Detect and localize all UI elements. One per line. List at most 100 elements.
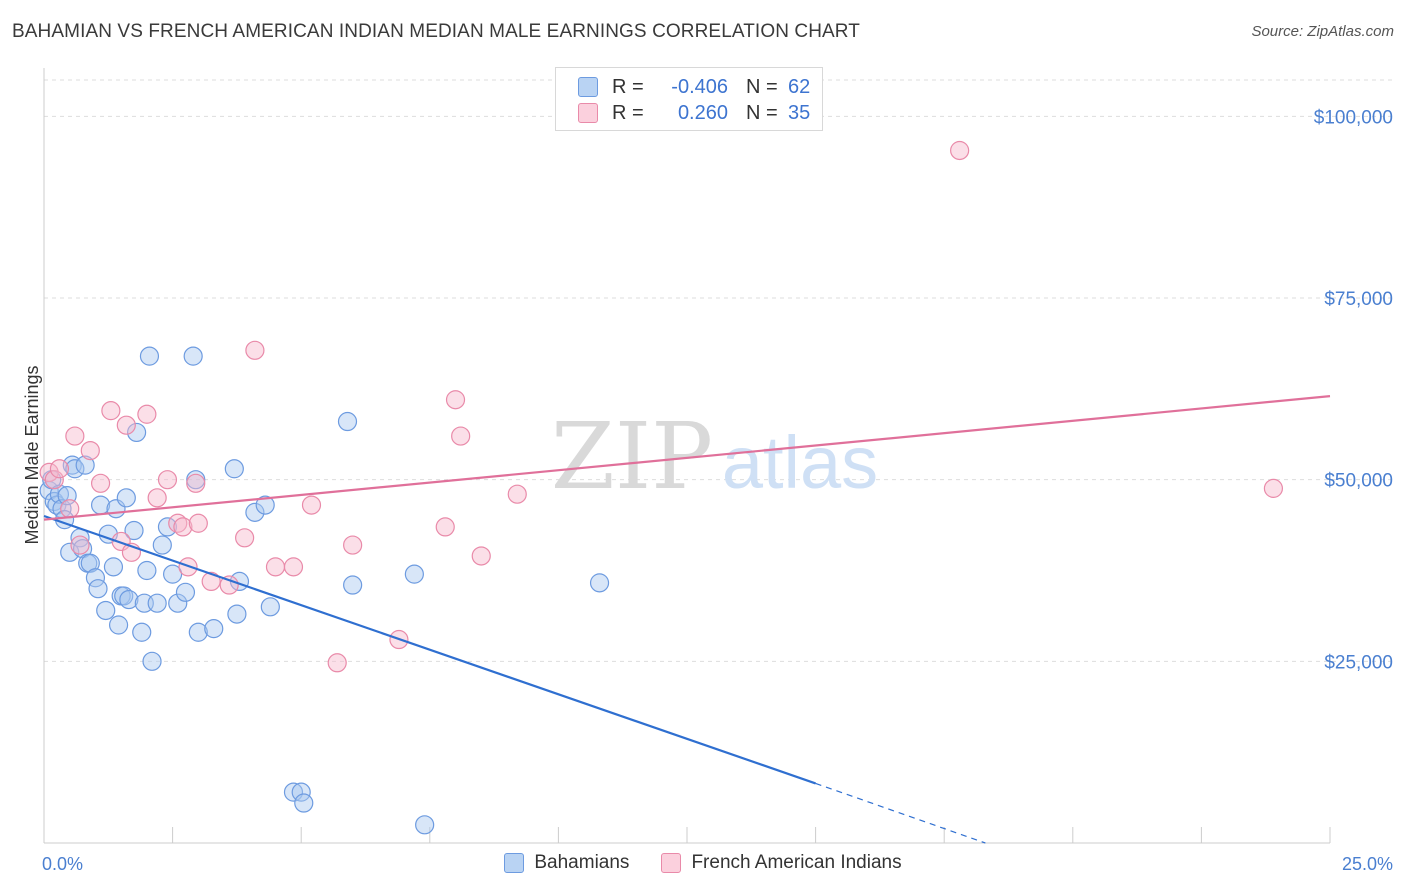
legend-swatch-blue (504, 853, 525, 873)
data-point (152, 535, 172, 555)
watermark: ZIP atlas (551, 403, 878, 510)
correlation-legend: R = -0.406 N = 62 R = 0.260 N = 35 (555, 67, 823, 131)
y-tick-label: $25,000 (1324, 652, 1393, 673)
legend-swatch-pink (578, 103, 598, 123)
data-point (235, 528, 255, 548)
data-point (108, 615, 129, 635)
data-point (343, 575, 363, 595)
data-point (188, 513, 208, 533)
data-point (157, 517, 178, 537)
chart-title: BAHAMIAN VS FRENCH AMERICAN INDIAN MEDIA… (12, 21, 860, 42)
legend-r-label: R = (612, 75, 644, 98)
data-point (224, 459, 244, 479)
data-point (327, 653, 347, 673)
data-point (589, 573, 610, 593)
legend-row-bahamians: R = -0.406 N = 62 (578, 75, 810, 99)
data-point (173, 517, 193, 537)
data-point (343, 535, 363, 555)
data-point (471, 546, 491, 566)
series-bahamians (39, 346, 610, 835)
data-point (435, 517, 455, 537)
x-tick-label: 0.0% (42, 854, 83, 874)
data-point (245, 502, 265, 522)
data-point (75, 455, 95, 475)
data-point (168, 513, 188, 533)
data-point (219, 575, 239, 595)
data-point (101, 401, 121, 421)
data-point (183, 346, 203, 366)
data-point (65, 459, 85, 479)
data-point (124, 520, 144, 541)
legend-item-french-american-indians: French American Indians (661, 852, 902, 874)
legend-n-label: N = (746, 101, 778, 124)
data-point (445, 390, 466, 410)
data-point (301, 495, 322, 515)
data-point (90, 473, 111, 493)
legend-r-value: 0.260 (677, 101, 728, 124)
data-point (255, 495, 275, 515)
data-point (168, 593, 188, 613)
x-tick-labels: 0.0% 25.0% (42, 854, 1393, 874)
watermark-zip: ZIP (551, 403, 713, 510)
data-point (265, 557, 286, 577)
trend-line-bahamians (43, 514, 816, 785)
legend-n-value: 62 (788, 75, 811, 98)
legend-swatch-pink (661, 853, 682, 873)
data-point (245, 340, 265, 360)
data-point (137, 560, 157, 581)
watermark-atlas: atlas (722, 421, 878, 504)
legend-r-value: -0.406 (671, 75, 728, 98)
trend-lines (43, 395, 1331, 844)
data-point (147, 593, 167, 613)
data-point (80, 553, 100, 573)
series-legend: Bahamians French American Indians (0, 852, 1406, 874)
trend-line-bahamians-extension (815, 782, 986, 844)
axes (43, 68, 1331, 844)
data-point (49, 484, 70, 504)
legend-label-french-american-indians: French American Indians (691, 852, 902, 873)
data-point (137, 404, 157, 424)
data-point (188, 622, 208, 642)
data-point (139, 346, 160, 366)
data-point (147, 488, 167, 508)
series-french-american-indians (39, 140, 1284, 673)
data-point (294, 793, 314, 813)
data-point (157, 470, 178, 490)
y-tick-labels: $25,000 $50,000 $75,000 $100,000 (1314, 107, 1393, 673)
data-point (260, 597, 280, 617)
data-point (116, 415, 136, 435)
source-label: Source: ZipAtlas.com (1251, 23, 1394, 40)
data-point (1263, 478, 1284, 498)
legend-row-french-american-indians: R = 0.260 N = 35 (578, 101, 810, 125)
grid-lines (44, 79, 1392, 662)
data-point (404, 564, 424, 584)
y-tick-label: $75,000 (1324, 289, 1393, 310)
data-point (96, 600, 116, 621)
data-point (60, 499, 80, 519)
y-axis-label: Median Male Earnings (22, 365, 42, 544)
data-point (103, 557, 124, 577)
data-point (88, 579, 108, 599)
data-point (70, 535, 90, 555)
data-point (175, 582, 196, 602)
x-tick-label: 25.0% (1342, 854, 1393, 874)
legend-swatch-blue (578, 77, 598, 97)
trend-line-french-american-indians (43, 395, 1331, 521)
legend-n-value: 35 (788, 101, 811, 124)
legend-n-label: N = (746, 75, 778, 98)
data-point (507, 484, 527, 504)
data-point (116, 488, 136, 508)
data-point (132, 622, 152, 642)
data-point (114, 586, 134, 606)
y-tick-label: $100,000 (1314, 107, 1393, 128)
legend-r-label: R = (612, 101, 644, 124)
y-tick-label: $50,000 (1324, 471, 1393, 492)
data-point (201, 571, 221, 592)
data-point (80, 441, 100, 461)
data-point (415, 815, 435, 835)
data-point (119, 589, 139, 610)
data-point (204, 619, 224, 639)
data-point (142, 651, 162, 671)
data-point (186, 473, 206, 493)
